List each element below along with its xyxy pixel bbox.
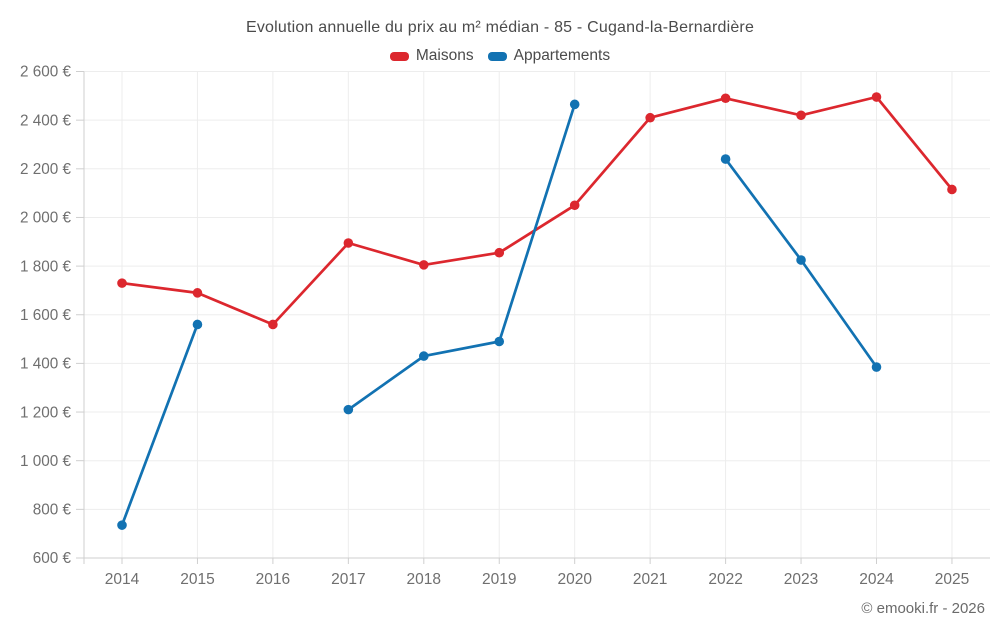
x-axis-label: 2017 xyxy=(331,571,365,588)
appartements-color-swatch xyxy=(487,51,507,61)
legend-item-appartements[interactable]: Appartements xyxy=(487,47,611,65)
data-point-appartements-2015[interactable] xyxy=(192,319,203,330)
data-point-appartements-2014[interactable] xyxy=(117,520,127,530)
x-axis-label: 2021 xyxy=(633,571,667,588)
data-point-appartements-2022[interactable] xyxy=(720,154,731,164)
y-axis-label: 1 800 € xyxy=(20,258,72,275)
x-axis-label: 2024 xyxy=(859,571,894,588)
y-axis-label: 1 600 € xyxy=(20,307,72,324)
x-axis-label: 2019 xyxy=(482,571,516,588)
data-point-maisons-2020[interactable] xyxy=(569,200,580,211)
y-axis-label: 1 200 € xyxy=(20,404,72,421)
series-line-maisons xyxy=(120,95,954,326)
data-point-maisons-2017[interactable] xyxy=(343,238,354,248)
x-axis-label: 2018 xyxy=(407,571,441,588)
x-axis-label: 2022 xyxy=(708,571,742,588)
data-point-appartements-2017[interactable] xyxy=(343,404,354,415)
data-point-maisons-2022[interactable] xyxy=(720,93,731,104)
data-point-maisons-2023[interactable] xyxy=(796,110,806,121)
x-axis-label: 2020 xyxy=(557,571,592,588)
x-axis-label: 2015 xyxy=(180,571,214,588)
data-point-maisons-2024[interactable] xyxy=(871,92,882,102)
y-axis-label: 1 400 € xyxy=(20,356,72,373)
data-point-appartements-2019[interactable] xyxy=(494,336,505,347)
data-point-maisons-2019[interactable] xyxy=(494,247,505,258)
chart-legend: Maisons Appartements xyxy=(0,47,1000,65)
copyright-text: © emooki.fr - 2026 xyxy=(861,600,985,617)
data-point-maisons-2014[interactable] xyxy=(117,278,127,288)
y-axis-label: 1 000 € xyxy=(20,453,72,470)
y-axis-label: 2 400 € xyxy=(20,112,72,129)
data-point-appartements-2023[interactable] xyxy=(796,255,806,265)
x-axis-label: 2023 xyxy=(784,571,818,588)
legend-item-maisons[interactable]: Maisons xyxy=(389,47,474,65)
y-axis-label: 2 000 € xyxy=(20,210,72,227)
maisons-color-swatch xyxy=(389,51,409,61)
data-point-maisons-2016[interactable] xyxy=(268,319,278,330)
chart-title: Evolution annuelle du prix au m² médian … xyxy=(245,19,755,36)
y-axis-label: 600 € xyxy=(33,550,72,567)
data-point-maisons-2021[interactable] xyxy=(645,112,655,123)
series-line-appartements xyxy=(347,102,577,411)
x-axis-label: 2025 xyxy=(935,571,969,588)
x-axis-label: 2014 xyxy=(105,571,140,588)
y-axis-label: 2 600 € xyxy=(20,64,72,81)
y-axis-label: 800 € xyxy=(33,502,72,519)
data-point-maisons-2025[interactable] xyxy=(947,184,957,195)
x-axis-label: 2016 xyxy=(256,571,290,588)
y-axis-label: 2 200 € xyxy=(20,161,72,178)
data-point-appartements-2024[interactable] xyxy=(871,362,882,372)
series-line-appartements xyxy=(120,323,199,527)
data-point-appartements-2020[interactable] xyxy=(569,99,580,110)
legend-label-maisons: Maisons xyxy=(415,47,474,64)
legend-label-appartements: Appartements xyxy=(513,47,611,64)
data-point-maisons-2015[interactable] xyxy=(192,288,203,298)
data-point-maisons-2018[interactable] xyxy=(419,260,429,270)
data-point-appartements-2018[interactable] xyxy=(419,351,429,361)
